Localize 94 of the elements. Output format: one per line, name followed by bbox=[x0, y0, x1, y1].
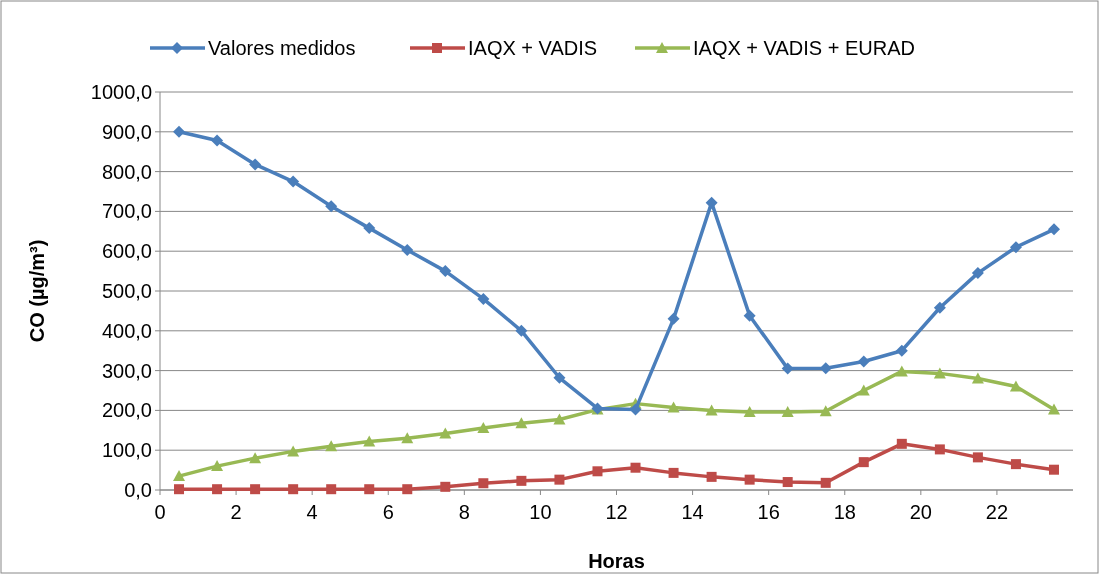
point bbox=[1009, 380, 1022, 392]
x-tick-label: 8 bbox=[458, 501, 470, 523]
point bbox=[896, 438, 907, 449]
x-tick-label: 10 bbox=[529, 501, 552, 523]
x-tick-label: 4 bbox=[306, 501, 318, 523]
point bbox=[667, 312, 680, 325]
point bbox=[249, 452, 262, 464]
y-axis-title: CO (µg/m³) bbox=[26, 239, 48, 343]
point bbox=[249, 158, 262, 171]
point bbox=[516, 475, 527, 486]
point bbox=[173, 125, 186, 138]
point bbox=[364, 484, 375, 495]
y-tick-label: 0,0 bbox=[124, 479, 152, 501]
point bbox=[211, 460, 224, 472]
x-tick-label: 6 bbox=[382, 501, 394, 523]
x-tick-label: 12 bbox=[605, 501, 628, 523]
x-tick-label: 2 bbox=[230, 501, 242, 523]
point bbox=[819, 405, 832, 417]
point bbox=[477, 421, 490, 433]
point bbox=[477, 292, 490, 305]
point bbox=[668, 467, 679, 478]
point bbox=[325, 440, 338, 452]
point bbox=[820, 477, 831, 488]
point bbox=[553, 371, 566, 384]
point bbox=[781, 405, 794, 417]
y-tick-label: 200,0 bbox=[101, 399, 152, 422]
point bbox=[515, 324, 528, 337]
point bbox=[478, 478, 489, 489]
point bbox=[440, 481, 451, 492]
point bbox=[743, 405, 756, 417]
point bbox=[1047, 223, 1060, 236]
y-tick-label: 300,0 bbox=[101, 359, 152, 382]
legend-label: IAQX + VADIS + EURAD bbox=[693, 37, 915, 59]
point bbox=[288, 484, 299, 495]
point bbox=[858, 457, 869, 468]
y-tick-label: 700,0 bbox=[101, 200, 152, 223]
point bbox=[174, 484, 185, 495]
point bbox=[553, 413, 566, 425]
x-tick-label: 16 bbox=[757, 501, 780, 523]
point bbox=[705, 404, 718, 416]
point bbox=[250, 484, 261, 495]
y-tick-label: 600,0 bbox=[101, 240, 152, 263]
point bbox=[402, 484, 413, 495]
point bbox=[211, 134, 224, 147]
legend-label: IAQX + VADIS bbox=[468, 37, 598, 59]
point bbox=[173, 470, 186, 482]
y-tick-label: 100,0 bbox=[101, 439, 152, 462]
x-tick-label: 14 bbox=[681, 501, 704, 523]
point bbox=[667, 401, 680, 413]
y-tick-label: 800,0 bbox=[101, 160, 152, 183]
point bbox=[401, 432, 414, 444]
legend-label: Valores medidos bbox=[208, 37, 356, 59]
x-axis-title: Horas bbox=[588, 550, 645, 572]
point bbox=[934, 444, 945, 455]
point bbox=[326, 484, 337, 495]
point bbox=[857, 384, 870, 396]
point bbox=[439, 265, 452, 278]
point bbox=[630, 462, 641, 473]
point bbox=[287, 175, 300, 188]
point bbox=[1048, 464, 1059, 475]
y-tick-label: 900,0 bbox=[101, 120, 152, 143]
point bbox=[705, 196, 718, 209]
x-tick-label: 22 bbox=[985, 501, 1009, 523]
point bbox=[363, 222, 376, 235]
point bbox=[592, 466, 603, 477]
point bbox=[895, 344, 908, 357]
point bbox=[743, 309, 756, 322]
point bbox=[857, 355, 870, 368]
y-tick-label: 400,0 bbox=[101, 319, 152, 342]
point bbox=[515, 417, 528, 429]
point bbox=[744, 474, 755, 485]
point bbox=[933, 301, 946, 314]
point bbox=[971, 267, 984, 280]
y-tick-label: 500,0 bbox=[101, 280, 152, 302]
point bbox=[212, 484, 223, 495]
point bbox=[554, 474, 565, 485]
point bbox=[971, 372, 984, 384]
point bbox=[895, 365, 908, 377]
point bbox=[287, 445, 300, 457]
y-tick-label: 1000,0 bbox=[90, 81, 152, 103]
point bbox=[1009, 241, 1022, 254]
point bbox=[401, 244, 414, 257]
point bbox=[325, 200, 338, 213]
x-tick-label: 18 bbox=[833, 501, 856, 523]
point bbox=[782, 477, 793, 488]
point bbox=[1047, 403, 1060, 415]
point bbox=[363, 435, 376, 447]
point bbox=[439, 427, 452, 439]
point bbox=[972, 452, 983, 463]
point bbox=[706, 471, 717, 482]
x-tick-label: 0 bbox=[154, 501, 166, 523]
point bbox=[1010, 459, 1021, 470]
x-tick-label: 20 bbox=[909, 501, 932, 523]
point bbox=[933, 367, 946, 379]
